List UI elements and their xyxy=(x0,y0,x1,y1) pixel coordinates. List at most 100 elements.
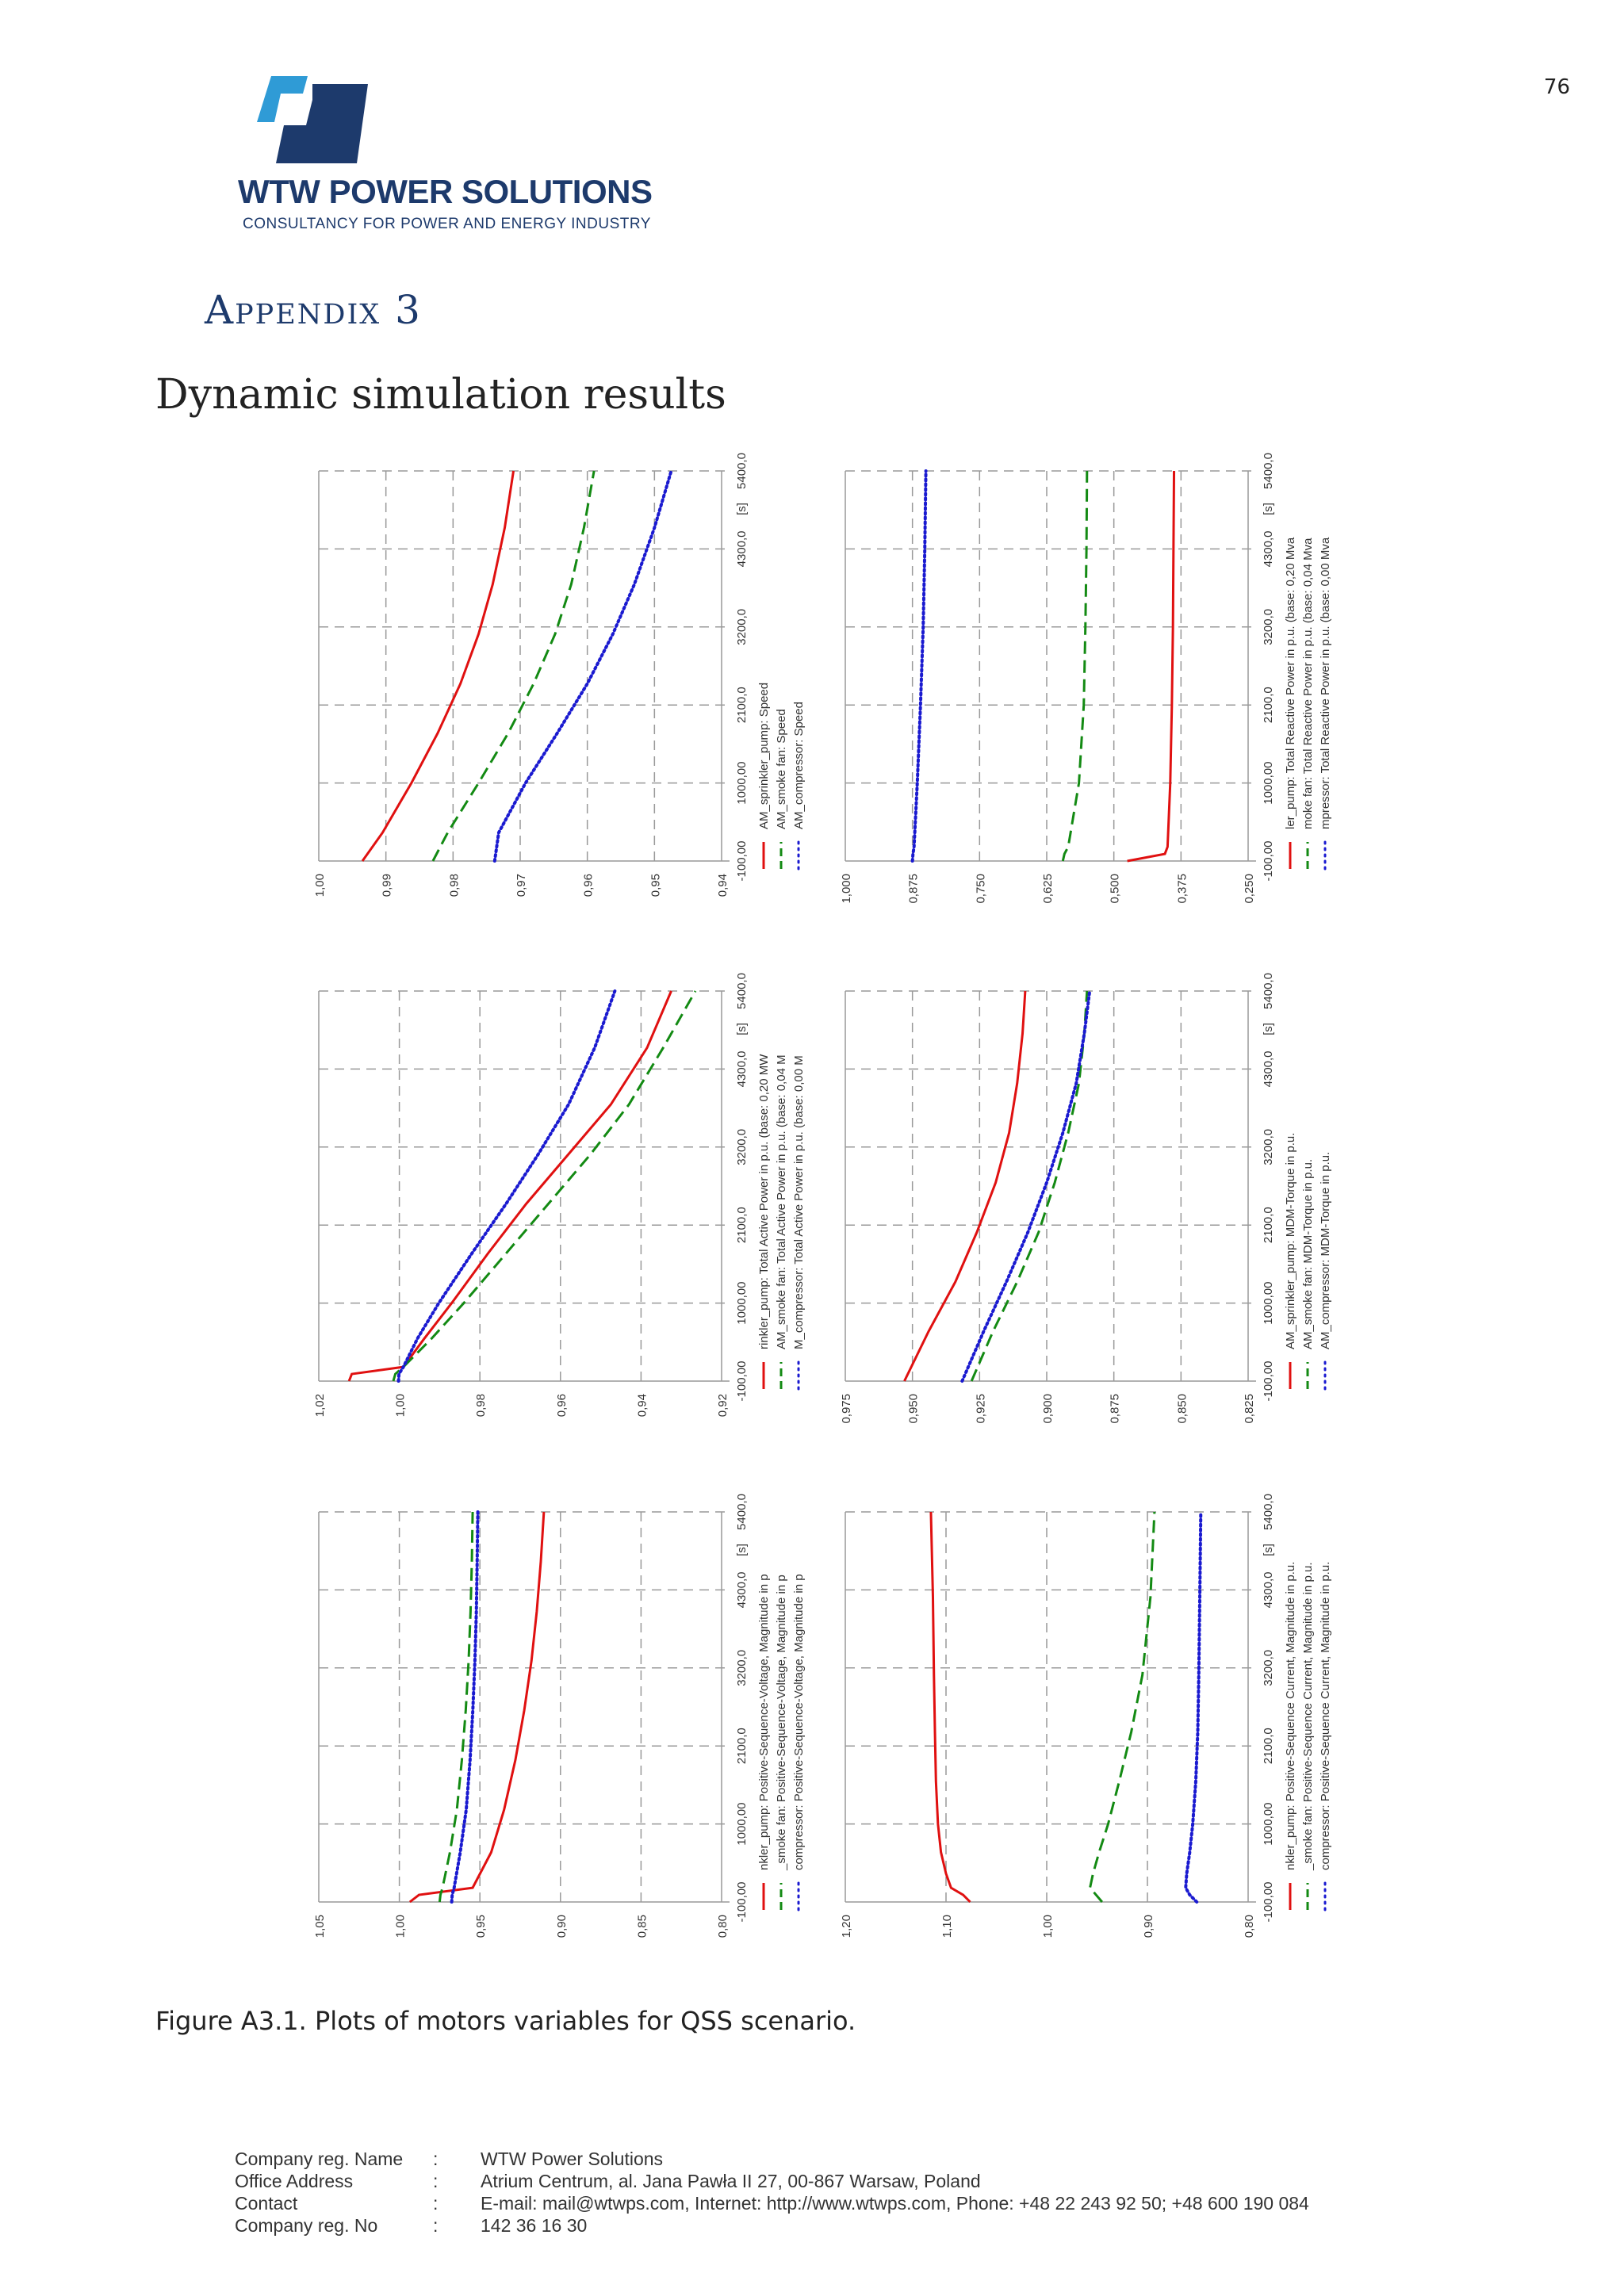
y-tick-label: 1,00 xyxy=(1041,1915,1055,1938)
y-tick-label: 0,98 xyxy=(447,874,461,897)
x-tick-label: 1000,00 xyxy=(1262,761,1275,804)
x-tick-label: 2100,0 xyxy=(1262,1728,1275,1764)
footer-separator: : xyxy=(433,2149,439,2169)
y-tick-label: 1,00 xyxy=(394,1915,408,1938)
legend-label: nkler_pump: Positive-Sequence Current, M… xyxy=(1284,1562,1297,1870)
footer-label: Contact xyxy=(235,2193,298,2214)
y-tick-label: 0,950 xyxy=(907,1394,921,1424)
x-tick-label: 2100,0 xyxy=(1262,1207,1275,1243)
y-tick-label: 0,85 xyxy=(635,1915,649,1938)
legend-label: ler_pump: Total Reactive Power in p.u. (… xyxy=(1284,537,1297,829)
legend-label: _smoke fan: Positive-Sequence-Voltage, M… xyxy=(775,1575,788,1871)
x-tick-label: 1000,00 xyxy=(735,761,749,804)
x-unit-label: [s] xyxy=(1262,503,1275,515)
x-tick-label: -100,00 xyxy=(1262,841,1275,882)
x-tick-label: 1000,00 xyxy=(1262,1802,1275,1845)
chart-panel: 0,975 0,950 0,925 0,900 0,875 0,850 0,825 -100,… xyxy=(840,973,1332,1423)
legend-label: AM_sprinkler_pump: MDM-Torque in p.u. xyxy=(1284,1133,1297,1349)
legend-label: rinkler_pump: Total Active Power in p.u.… xyxy=(757,1054,771,1349)
logo-tagline: CONSULTANCY FOR POWER AND ENERGY INDUSTR… xyxy=(243,216,651,232)
footer-row: Company reg. No: 142 36 16 30 xyxy=(235,2215,1309,2237)
x-tick-label: 4300,0 xyxy=(1262,1571,1275,1608)
x-tick-label: 3200,0 xyxy=(735,609,749,645)
footer-value: Atrium Centrum, al. Jana Pawła II 27, 00… xyxy=(481,2171,981,2191)
company-logo: WTW POWER SOLUTIONS CONSULTANCY FOR POWE… xyxy=(238,76,682,243)
y-tick-label: 0,94 xyxy=(716,874,730,897)
y-tick-label: 0,92 xyxy=(716,1394,730,1417)
x-tick-label: 3200,0 xyxy=(735,1650,749,1686)
footer-value: E-mail: mail@wtwps.com, Internet: http:/… xyxy=(481,2193,1309,2214)
x-tick-label: -100,00 xyxy=(735,1882,749,1923)
x-tick-label: 5400,0 xyxy=(735,1494,749,1530)
x-tick-label: 1000,00 xyxy=(735,1802,749,1845)
legend-label: M_compressor: Total Active Power in p.u.… xyxy=(792,1055,806,1349)
y-tick-label: 0,750 xyxy=(974,874,987,904)
y-tick-label: 1,00 xyxy=(394,1394,408,1417)
footer-label: Company reg. Name xyxy=(235,2149,404,2169)
x-tick-label: 3200,0 xyxy=(1262,1650,1275,1686)
legend-label: compressor: Positive-Sequence-Voltage, M… xyxy=(792,1574,806,1870)
chart-panel: 1,05 1,00 0,95 0,90 0,85 0,80 -100,00 1000,00 21… xyxy=(313,1494,806,1938)
y-tick-label: 0,95 xyxy=(474,1915,488,1938)
x-tick-label: 3200,0 xyxy=(1262,1129,1275,1165)
y-tick-label: 0,95 xyxy=(649,874,662,897)
legend-label: moke fan: Total Reactive Power in p.u. (… xyxy=(1301,538,1315,829)
y-tick-label: 0,96 xyxy=(555,1394,569,1417)
series-line xyxy=(347,990,672,1382)
legend-label: AM_sprinkler_pump: Speed xyxy=(757,683,771,829)
series-line xyxy=(450,1510,480,1904)
y-tick-label: 1,10 xyxy=(940,1915,954,1938)
series-line xyxy=(910,469,928,863)
y-tick-label: 0,500 xyxy=(1109,874,1122,904)
x-tick-label: 4300,0 xyxy=(1262,1050,1275,1087)
x-tick-label: 2100,0 xyxy=(1262,687,1275,723)
x-tick-label: 4300,0 xyxy=(735,530,749,567)
legend-label: compressor: Positive-Sequence Current, M… xyxy=(1319,1562,1332,1870)
series-line xyxy=(396,989,617,1383)
chart-panel: 1,000 0,875 0,750 0,625 0,500 0,375 0,250 -100,… xyxy=(840,453,1332,903)
y-tick-label: 1,20 xyxy=(840,1915,853,1938)
footer-separator: : xyxy=(433,2171,439,2191)
y-tick-label: 0,975 xyxy=(840,1394,853,1424)
x-tick-label: 3200,0 xyxy=(735,1129,749,1165)
x-tick-label: 4300,0 xyxy=(735,1571,749,1608)
y-tick-label: 0,825 xyxy=(1243,1394,1256,1424)
x-tick-label: 4300,0 xyxy=(1262,530,1275,567)
x-unit-label: [s] xyxy=(1262,1544,1275,1556)
legend-label: _smoke fan: Positive-Sequence Current, M… xyxy=(1301,1562,1315,1871)
x-tick-label: 2100,0 xyxy=(735,687,749,723)
x-unit-label: [s] xyxy=(735,503,749,515)
company-footer: Company reg. Name: WTW Power Solutions Of… xyxy=(235,2149,1309,2237)
series-line xyxy=(929,1511,971,1904)
legend-label: AM_compressor: Speed xyxy=(792,702,806,829)
y-tick-label: 1,00 xyxy=(313,874,327,897)
legend-label: nkler_pump: Positive-Sequence-Voltage, M… xyxy=(757,1574,771,1870)
series-line xyxy=(392,990,697,1382)
y-tick-label: 1,02 xyxy=(313,1394,327,1417)
x-tick-label: 4300,0 xyxy=(735,1050,749,1087)
y-tick-label: 0,96 xyxy=(582,874,596,897)
y-tick-label: 1,05 xyxy=(313,1915,327,1938)
y-tick-label: 0,98 xyxy=(474,1394,488,1417)
x-tick-label: 5400,0 xyxy=(735,453,749,489)
x-tick-label: 1000,00 xyxy=(735,1281,749,1324)
y-tick-label: 0,99 xyxy=(381,874,394,897)
y-tick-label: 0,850 xyxy=(1175,1394,1189,1424)
footer-value: WTW Power Solutions xyxy=(481,2149,664,2169)
chart-panel: 1,20 1,10 1,00 0,90 0,80 -100,00 1000,00 2100,0… xyxy=(840,1494,1332,1938)
appendix-title: Appendix 3 xyxy=(205,287,422,333)
footer-separator: : xyxy=(433,2215,439,2236)
y-tick-label: 0,80 xyxy=(716,1915,730,1938)
legend-label: AM_smoke fan: MDM-Torque in p.u. xyxy=(1301,1159,1315,1349)
footer-label: Company reg. No xyxy=(235,2215,378,2236)
series-line xyxy=(1061,470,1089,862)
series-line xyxy=(1184,1510,1203,1904)
footer-label: Office Address xyxy=(235,2171,354,2191)
series-line xyxy=(492,469,673,863)
series-line xyxy=(1127,470,1176,863)
series-line xyxy=(903,990,1027,1382)
footer-row: Contact: E-mail: mail@wtwps.com, Internet… xyxy=(235,2193,1309,2215)
x-tick-label: -100,00 xyxy=(1262,1882,1275,1923)
page-number: 76 xyxy=(1543,75,1570,99)
